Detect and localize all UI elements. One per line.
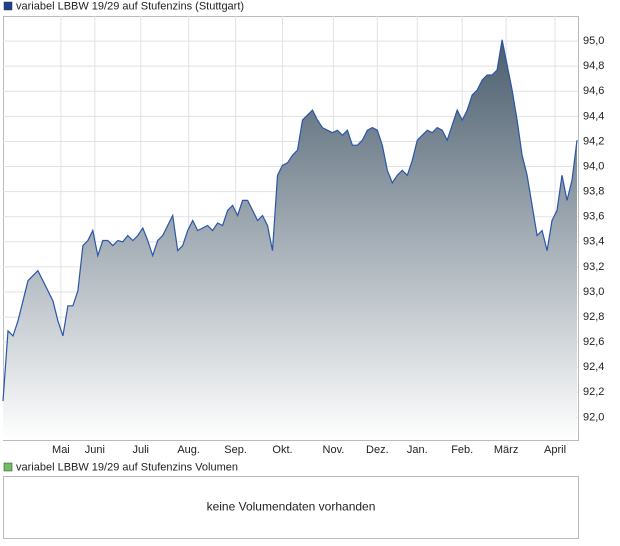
x-tick-label: Feb. — [451, 444, 473, 456]
y-tick-label: 94,4 — [583, 110, 604, 122]
y-tick-label: 93,4 — [583, 236, 604, 248]
legend-swatch — [3, 462, 13, 472]
y-tick-label: 92,0 — [583, 411, 604, 423]
y-tick-label: 94,6 — [583, 85, 604, 97]
y-tick-label: 92,2 — [583, 386, 604, 398]
y-tick-label: 92,8 — [583, 311, 604, 323]
x-tick-label: Dez. — [366, 444, 389, 456]
x-tick-label: Juli — [133, 444, 150, 456]
y-tick-label: 92,6 — [583, 336, 604, 348]
volume-frame — [3, 476, 579, 539]
x-tick-label: Sep. — [224, 444, 247, 456]
legend-swatch — [3, 1, 13, 11]
x-tick-label: Nov. — [323, 444, 345, 456]
plot-frame — [3, 16, 579, 441]
area-fill — [3, 39, 577, 441]
y-tick-label: 94,0 — [583, 160, 604, 172]
x-tick-label: Jan. — [407, 444, 428, 456]
y-tick-label: 93,0 — [583, 286, 604, 298]
volume-title: variabel LBBW 19/29 auf Stufenzins Volum… — [16, 461, 238, 473]
x-tick-label: Mai — [52, 444, 70, 456]
price-line — [2, 39, 578, 402]
y-tick-label: 94,2 — [583, 135, 604, 147]
y-tick-label: 93,6 — [583, 211, 604, 223]
x-tick-label: Juni — [85, 444, 105, 456]
x-tick-label: Aug. — [177, 444, 200, 456]
x-tick-label: Okt. — [272, 444, 292, 456]
y-tick-label: 93,2 — [583, 261, 604, 273]
volume-message: keine Volumendaten vorhanden — [207, 500, 376, 514]
chart-title: variabel LBBW 19/29 auf Stufenzins (Stut… — [16, 0, 244, 12]
x-tick-label: April — [544, 444, 566, 456]
x-tick-label: März — [494, 444, 518, 456]
y-tick-label: 94,8 — [583, 60, 604, 72]
y-tick-label: 92,4 — [583, 361, 604, 373]
y-tick-label: 95,0 — [583, 35, 604, 47]
y-tick-label: 93,8 — [583, 186, 604, 198]
